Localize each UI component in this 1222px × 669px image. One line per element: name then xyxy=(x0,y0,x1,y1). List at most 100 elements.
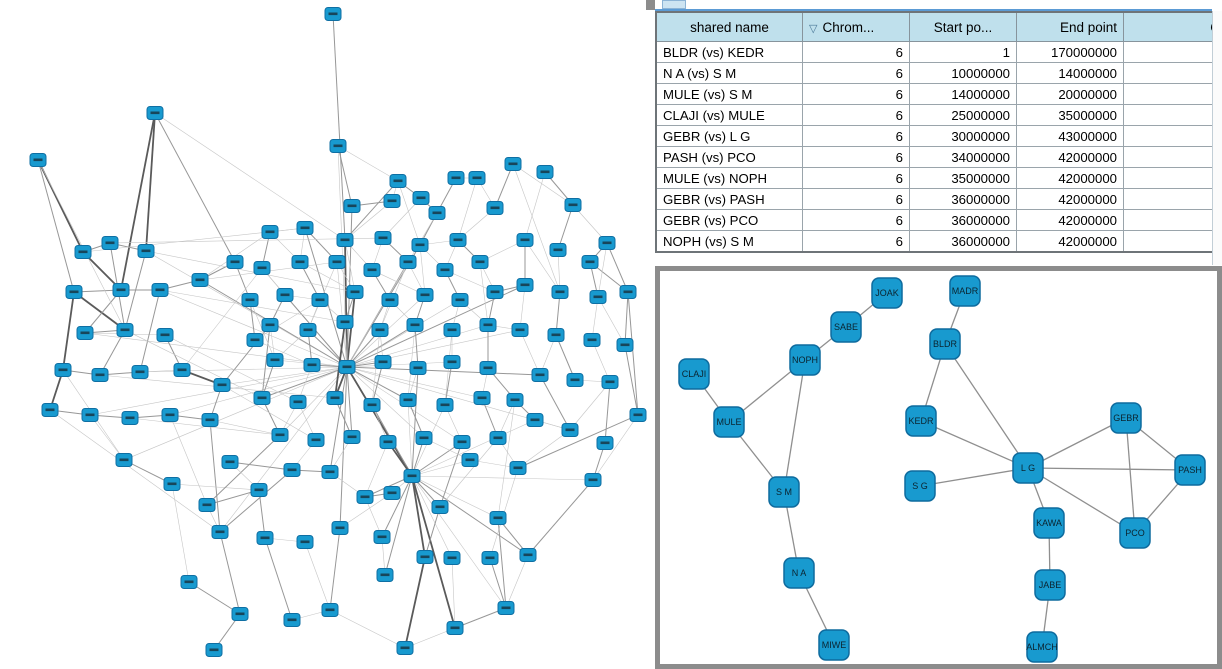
graph-node[interactable] xyxy=(276,288,294,302)
graph-node[interactable] xyxy=(91,368,109,382)
table-cell[interactable]: 6 xyxy=(802,83,910,105)
graph-node[interactable] xyxy=(253,261,271,275)
graph-node[interactable] xyxy=(205,643,223,657)
graph-node[interactable] xyxy=(253,391,271,405)
graph-node[interactable] xyxy=(504,157,522,171)
graph-node[interactable] xyxy=(101,236,119,250)
graph-node[interactable] xyxy=(74,245,92,259)
table-cell[interactable]: 5.9 xyxy=(1123,104,1222,126)
graph-node[interactable] xyxy=(506,393,524,407)
graph-node[interactable] xyxy=(473,391,491,405)
graph-node[interactable] xyxy=(296,535,314,549)
graph-node[interactable] xyxy=(564,198,582,212)
node-mule[interactable]: MULE xyxy=(713,406,745,438)
table-cell[interactable]: 34000000 xyxy=(909,146,1017,168)
graph-node[interactable] xyxy=(115,453,133,467)
graph-node[interactable] xyxy=(399,255,417,269)
graph-node[interactable] xyxy=(601,375,619,389)
graph-node[interactable] xyxy=(131,365,149,379)
table-cell[interactable]: 42000000 xyxy=(1016,146,1124,168)
table-row[interactable]: CLAJI (vs) MULE625000000350000005.9 xyxy=(655,104,1222,126)
graph-node[interactable] xyxy=(65,285,83,299)
node-almch[interactable]: ALMCH xyxy=(1026,631,1058,663)
graph-edge[interactable] xyxy=(919,467,1029,487)
node-miwe[interactable]: MIWE xyxy=(818,629,850,661)
graph-node[interactable] xyxy=(326,391,344,405)
graph-node[interactable] xyxy=(561,423,579,437)
graph-node[interactable] xyxy=(583,333,601,347)
column-header-shared-name[interactable]: shared name xyxy=(655,11,803,42)
graph-node[interactable] xyxy=(411,238,429,252)
table-scrollbar-track[interactable] xyxy=(1212,11,1222,265)
table-cell[interactable]: NOPH (vs) S M xyxy=(655,230,803,253)
column-header-start-po-[interactable]: Start po... xyxy=(909,11,1017,42)
column-header-genetic-[interactable]: Genetic... xyxy=(1123,11,1222,42)
graph-node[interactable] xyxy=(231,607,249,621)
graph-node[interactable] xyxy=(256,531,274,545)
graph-node[interactable] xyxy=(328,255,346,269)
graph-node[interactable] xyxy=(283,613,301,627)
graph-node[interactable] xyxy=(451,293,469,307)
graph-node[interactable] xyxy=(589,290,607,304)
node-joak[interactable]: JOAK xyxy=(871,277,903,309)
table-cell[interactable]: 8.9 xyxy=(1123,188,1222,210)
graph-node[interactable] xyxy=(598,236,616,250)
graph-node[interactable] xyxy=(76,326,94,340)
node-kedr[interactable]: KEDR xyxy=(905,405,937,437)
graph-edge[interactable] xyxy=(1027,467,1136,534)
table-row[interactable]: MULE (vs) S M614000000200000007.5 xyxy=(655,83,1222,105)
table-cell[interactable]: 6 xyxy=(802,62,910,84)
graph-node[interactable] xyxy=(453,435,471,449)
graph-node[interactable] xyxy=(324,7,342,21)
graph-node[interactable] xyxy=(383,194,401,208)
table-cell[interactable]: 14000000 xyxy=(909,83,1017,105)
edge-attribute-table[interactable]: shared name ▽ Chrom... Start po... End point… xyxy=(655,11,1222,253)
table-cell[interactable]: 170000000 xyxy=(1016,41,1124,63)
network-view-small[interactable]: JOAK SABE NOPH CLAJI MULE S M N A MIWE MADR BLDR K… xyxy=(660,271,1217,664)
graph-node[interactable] xyxy=(303,358,321,372)
graph-node[interactable] xyxy=(471,255,489,269)
graph-node[interactable] xyxy=(116,323,134,337)
graph-node[interactable] xyxy=(443,323,461,337)
graph-node[interactable] xyxy=(363,263,381,277)
graph-node[interactable] xyxy=(29,153,47,167)
graph-node[interactable] xyxy=(549,243,567,257)
table-cell[interactable]: 42000000 xyxy=(1016,209,1124,231)
table-cell[interactable]: GEBR (vs) PASH xyxy=(655,188,803,210)
graph-node[interactable] xyxy=(336,315,354,329)
table-cell[interactable]: 6 xyxy=(802,188,910,210)
node-s-m[interactable]: S M xyxy=(768,476,800,508)
graph-node[interactable] xyxy=(389,174,407,188)
table-cell[interactable]: 36000000 xyxy=(909,209,1017,231)
graph-node[interactable] xyxy=(511,323,529,337)
graph-node[interactable] xyxy=(213,378,231,392)
graph-node[interactable] xyxy=(416,550,434,564)
graph-node[interactable] xyxy=(336,233,354,247)
graph-node[interactable] xyxy=(271,428,289,442)
graph-node[interactable] xyxy=(296,221,314,235)
graph-node[interactable] xyxy=(250,483,268,497)
table-cell[interactable]: 6 xyxy=(802,146,910,168)
graph-node[interactable] xyxy=(291,255,309,269)
table-cell[interactable]: 30000000 xyxy=(909,125,1017,147)
table-cell[interactable]: 1 xyxy=(909,41,1017,63)
graph-node[interactable] xyxy=(81,408,99,422)
graph-node[interactable] xyxy=(516,233,534,247)
table-cell[interactable]: 6 xyxy=(802,104,910,126)
table-cell[interactable]: BLDR (vs) KEDR xyxy=(655,41,803,63)
table-row[interactable]: GEBR (vs) L G6300000004300000016.9 xyxy=(655,125,1222,147)
column-header-end-point[interactable]: End point xyxy=(1016,11,1124,42)
graph-node[interactable] xyxy=(321,465,339,479)
node-s-g[interactable]: S G xyxy=(904,470,936,502)
table-cell[interactable]: 6 xyxy=(802,209,910,231)
table-cell[interactable]: 20000000 xyxy=(1016,83,1124,105)
graph-node[interactable] xyxy=(536,165,554,179)
graph-node[interactable] xyxy=(596,436,614,450)
graph-node[interactable] xyxy=(581,255,599,269)
graph-node[interactable] xyxy=(201,413,219,427)
graph-node[interactable] xyxy=(226,255,244,269)
graph-node[interactable] xyxy=(173,363,191,377)
graph-node[interactable] xyxy=(443,355,461,369)
table-cell[interactable]: 9.9 xyxy=(1123,230,1222,253)
graph-node[interactable] xyxy=(266,353,284,367)
